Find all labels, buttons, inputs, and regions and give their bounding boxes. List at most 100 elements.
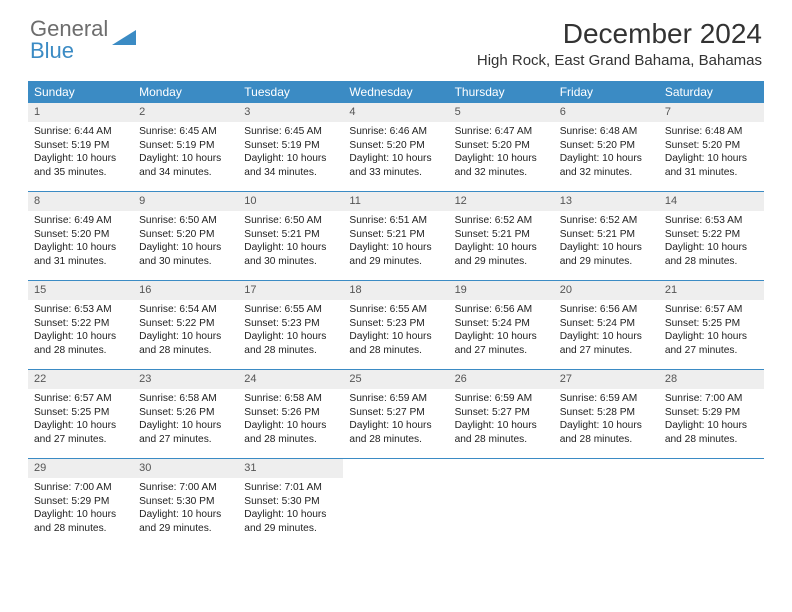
- sunrise-line: Sunrise: 6:53 AM: [34, 303, 127, 317]
- month-title: December 2024: [477, 18, 762, 50]
- day-number: 15: [28, 281, 133, 300]
- sunset-line: Sunset: 5:20 PM: [139, 228, 232, 242]
- day-cell: 20Sunrise: 6:56 AMSunset: 5:24 PMDayligh…: [554, 281, 659, 369]
- title-block: December 2024 High Rock, East Grand Baha…: [477, 18, 762, 69]
- sunrise-line: Sunrise: 6:59 AM: [560, 392, 653, 406]
- day-cell: 10Sunrise: 6:50 AMSunset: 5:21 PMDayligh…: [238, 192, 343, 280]
- daylight-line: Daylight: 10 hours and 34 minutes.: [139, 152, 232, 180]
- day-number: 12: [449, 192, 554, 211]
- sunset-line: Sunset: 5:19 PM: [244, 139, 337, 153]
- sunset-line: Sunset: 5:20 PM: [34, 228, 127, 242]
- day-cell: 18Sunrise: 6:55 AMSunset: 5:23 PMDayligh…: [343, 281, 448, 369]
- day-number: 6: [554, 103, 659, 122]
- sunrise-line: Sunrise: 7:00 AM: [665, 392, 758, 406]
- day-number: 1: [28, 103, 133, 122]
- daylight-line: Daylight: 10 hours and 28 minutes.: [349, 419, 442, 447]
- day-cell: 28Sunrise: 7:00 AMSunset: 5:29 PMDayligh…: [659, 370, 764, 458]
- day-body: Sunrise: 6:57 AMSunset: 5:25 PMDaylight:…: [28, 389, 133, 453]
- day-number: 28: [659, 370, 764, 389]
- day-header-cell: Tuesday: [238, 81, 343, 103]
- day-cell: 7Sunrise: 6:48 AMSunset: 5:20 PMDaylight…: [659, 103, 764, 191]
- sunset-line: Sunset: 5:27 PM: [349, 406, 442, 420]
- daylight-line: Daylight: 10 hours and 27 minutes.: [665, 330, 758, 358]
- daylight-line: Daylight: 10 hours and 34 minutes.: [244, 152, 337, 180]
- day-number: 23: [133, 370, 238, 389]
- daylight-line: Daylight: 10 hours and 28 minutes.: [560, 419, 653, 447]
- sunrise-line: Sunrise: 6:56 AM: [455, 303, 548, 317]
- day-number: 21: [659, 281, 764, 300]
- daylight-line: Daylight: 10 hours and 33 minutes.: [349, 152, 442, 180]
- day-body: Sunrise: 6:54 AMSunset: 5:22 PMDaylight:…: [133, 300, 238, 364]
- day-body: Sunrise: 6:45 AMSunset: 5:19 PMDaylight:…: [238, 122, 343, 186]
- day-cell: 26Sunrise: 6:59 AMSunset: 5:27 PMDayligh…: [449, 370, 554, 458]
- week-row: 29Sunrise: 7:00 AMSunset: 5:29 PMDayligh…: [28, 458, 764, 547]
- day-header-cell: Monday: [133, 81, 238, 103]
- header: General Blue December 2024 High Rock, Ea…: [0, 0, 792, 73]
- daylight-line: Daylight: 10 hours and 28 minutes.: [34, 330, 127, 358]
- sunset-line: Sunset: 5:20 PM: [560, 139, 653, 153]
- day-cell: 23Sunrise: 6:58 AMSunset: 5:26 PMDayligh…: [133, 370, 238, 458]
- day-number: 30: [133, 459, 238, 478]
- sunrise-line: Sunrise: 6:50 AM: [139, 214, 232, 228]
- daylight-line: Daylight: 10 hours and 28 minutes.: [139, 330, 232, 358]
- sunset-line: Sunset: 5:26 PM: [244, 406, 337, 420]
- daylight-line: Daylight: 10 hours and 28 minutes.: [34, 508, 127, 536]
- daylight-line: Daylight: 10 hours and 32 minutes.: [560, 152, 653, 180]
- day-number: 7: [659, 103, 764, 122]
- day-body: Sunrise: 6:45 AMSunset: 5:19 PMDaylight:…: [133, 122, 238, 186]
- day-cell: 6 Sunrise: 6:48 AMSunset: 5:20 PMDaylight…: [554, 103, 659, 191]
- sunrise-line: Sunrise: 6:58 AM: [139, 392, 232, 406]
- day-number: 13: [554, 192, 659, 211]
- day-number: 22: [28, 370, 133, 389]
- day-cell: 30Sunrise: 7:00 AMSunset: 5:30 PMDayligh…: [133, 459, 238, 547]
- sunset-line: Sunset: 5:19 PM: [34, 139, 127, 153]
- location: High Rock, East Grand Bahama, Bahamas: [477, 52, 762, 69]
- sunrise-line: Sunrise: 6:57 AM: [665, 303, 758, 317]
- empty-cell: [343, 459, 448, 547]
- empty-cell: [449, 459, 554, 547]
- day-cell: 13Sunrise: 6:52 AMSunset: 5:21 PMDayligh…: [554, 192, 659, 280]
- sunrise-line: Sunrise: 6:53 AM: [665, 214, 758, 228]
- daylight-line: Daylight: 10 hours and 27 minutes.: [34, 419, 127, 447]
- day-body: Sunrise: 6:59 AMSunset: 5:27 PMDaylight:…: [343, 389, 448, 453]
- day-cell: 3Sunrise: 6:45 AMSunset: 5:19 PMDaylight…: [238, 103, 343, 191]
- sunrise-line: Sunrise: 6:45 AM: [244, 125, 337, 139]
- day-number: 25: [343, 370, 448, 389]
- sunrise-line: Sunrise: 6:49 AM: [34, 214, 127, 228]
- logo-text: General Blue: [30, 18, 108, 62]
- sunrise-line: Sunrise: 6:50 AM: [244, 214, 337, 228]
- day-body: Sunrise: 6:50 AMSunset: 5:20 PMDaylight:…: [133, 211, 238, 275]
- daylight-line: Daylight: 10 hours and 30 minutes.: [244, 241, 337, 269]
- day-cell: 11Sunrise: 6:51 AMSunset: 5:21 PMDayligh…: [343, 192, 448, 280]
- daylight-line: Daylight: 10 hours and 29 minutes.: [139, 508, 232, 536]
- day-cell: 16Sunrise: 6:54 AMSunset: 5:22 PMDayligh…: [133, 281, 238, 369]
- sunrise-line: Sunrise: 6:59 AM: [455, 392, 548, 406]
- daylight-line: Daylight: 10 hours and 28 minutes.: [244, 330, 337, 358]
- day-number: 29: [28, 459, 133, 478]
- sunset-line: Sunset: 5:21 PM: [560, 228, 653, 242]
- day-body: Sunrise: 6:56 AMSunset: 5:24 PMDaylight:…: [554, 300, 659, 364]
- daylight-line: Daylight: 10 hours and 29 minutes.: [349, 241, 442, 269]
- day-header-cell: Friday: [554, 81, 659, 103]
- empty-cell: [659, 459, 764, 547]
- sunset-line: Sunset: 5:22 PM: [665, 228, 758, 242]
- day-number: 16: [133, 281, 238, 300]
- day-cell: 4Sunrise: 6:46 AMSunset: 5:20 PMDaylight…: [343, 103, 448, 191]
- day-body: Sunrise: 7:00 AMSunset: 5:29 PMDaylight:…: [659, 389, 764, 453]
- week-row: 22Sunrise: 6:57 AMSunset: 5:25 PMDayligh…: [28, 369, 764, 458]
- week-row: 8Sunrise: 6:49 AMSunset: 5:20 PMDaylight…: [28, 191, 764, 280]
- day-number: 5: [449, 103, 554, 122]
- sunset-line: Sunset: 5:28 PM: [560, 406, 653, 420]
- day-body: Sunrise: 6:50 AMSunset: 5:21 PMDaylight:…: [238, 211, 343, 275]
- day-body: Sunrise: 6:56 AMSunset: 5:24 PMDaylight:…: [449, 300, 554, 364]
- daylight-line: Daylight: 10 hours and 35 minutes.: [34, 152, 127, 180]
- daylight-line: Daylight: 10 hours and 27 minutes.: [455, 330, 548, 358]
- day-cell: 24Sunrise: 6:58 AMSunset: 5:26 PMDayligh…: [238, 370, 343, 458]
- day-body: Sunrise: 6:49 AMSunset: 5:20 PMDaylight:…: [28, 211, 133, 275]
- day-cell: 1Sunrise: 6:44 AMSunset: 5:19 PMDaylight…: [28, 103, 133, 191]
- day-body: Sunrise: 7:01 AMSunset: 5:30 PMDaylight:…: [238, 478, 343, 542]
- day-cell: 12Sunrise: 6:52 AMSunset: 5:21 PMDayligh…: [449, 192, 554, 280]
- day-body: Sunrise: 7:00 AMSunset: 5:30 PMDaylight:…: [133, 478, 238, 542]
- calendar: SundayMondayTuesdayWednesdayThursdayFrid…: [28, 81, 764, 547]
- sunrise-line: Sunrise: 6:48 AM: [560, 125, 653, 139]
